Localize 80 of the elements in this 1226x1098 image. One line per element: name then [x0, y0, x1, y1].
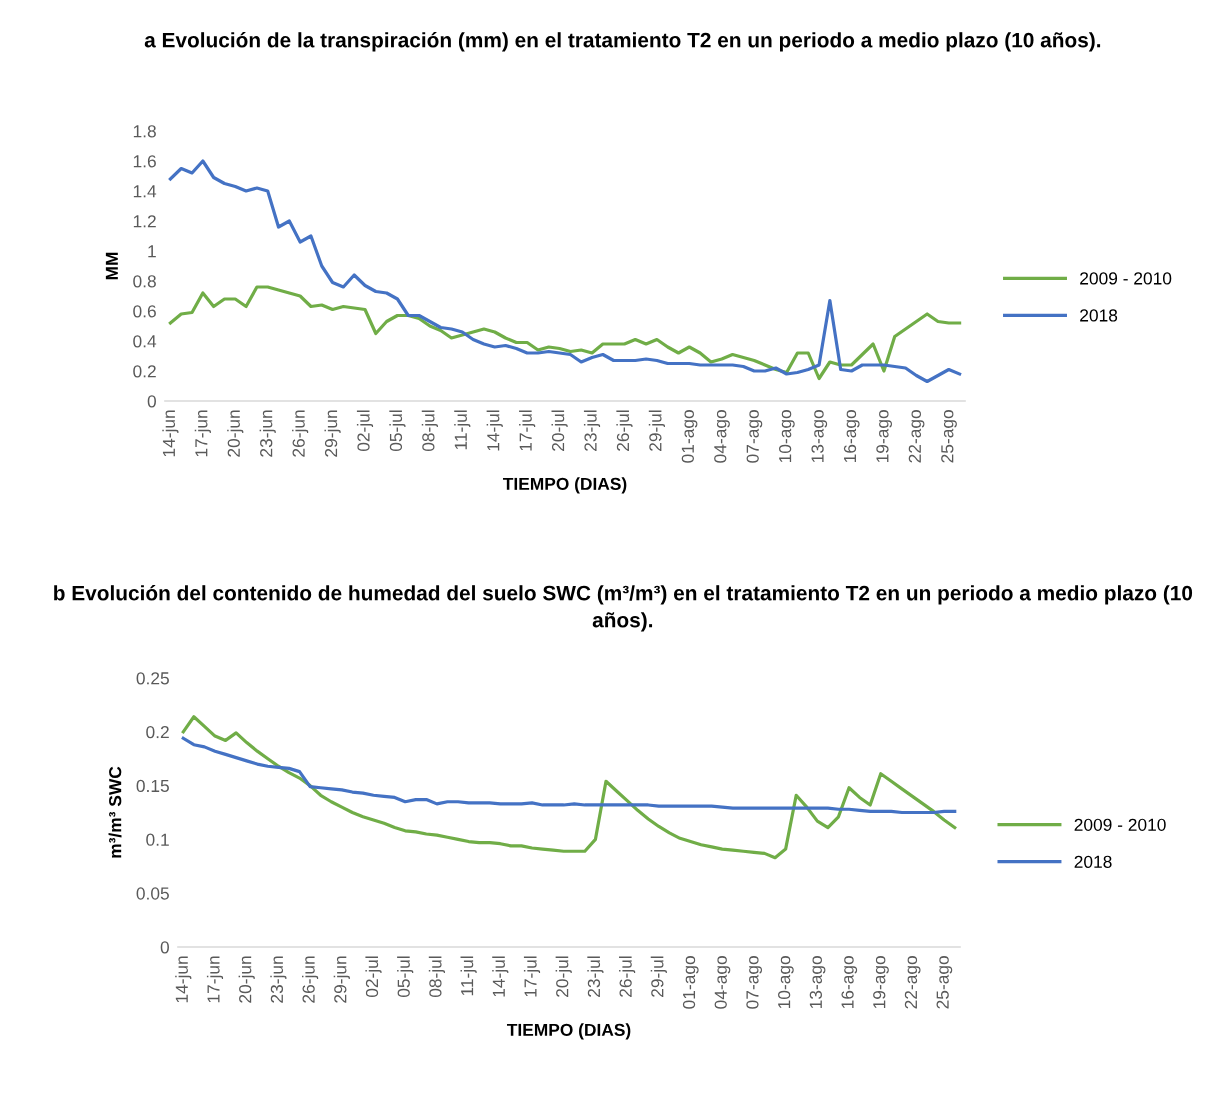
x-tick-label: 11-jul [460, 956, 477, 996]
legend-label: 2009 - 2010 [1080, 272, 1172, 285]
x-tick-label: 26-jun [292, 410, 309, 457]
y-tick-label: 0.8 [133, 275, 156, 288]
x-tick-label: 20-jul [555, 956, 572, 997]
y-tick-label: 0.2 [133, 365, 156, 378]
x-tick-label: 14-jul [486, 410, 503, 451]
x-tick-label: 19-ago [876, 410, 893, 463]
x-tick-label: 17-jun [206, 956, 224, 1003]
y-tick-label: 0.6 [133, 305, 156, 318]
y-tick-label: 1 [148, 245, 156, 258]
x-tick-label: 20-jul [551, 410, 568, 451]
x-axis-title: TIEMPO (DIAS) [506, 1023, 631, 1040]
line-series [181, 715, 957, 860]
legend-label: 2018 [1080, 309, 1118, 322]
y-tick-label: 0.4 [133, 335, 157, 348]
x-tick-label: 14-jun [162, 410, 179, 457]
y-tick-label: 1.4 [133, 185, 157, 198]
y-tick-label: 0.25 [136, 672, 169, 685]
x-tick-label: 10-ago [778, 410, 795, 463]
y-axis-title: MM [105, 252, 118, 280]
x-tick-label: 22-ago [904, 956, 921, 1009]
x-tick-label: 29-jul [648, 410, 665, 451]
x-tick-label: 07-ago [746, 956, 763, 1009]
x-tick-label: 05-jul [397, 956, 414, 998]
x-tick-label: 29-jun [324, 410, 341, 457]
y-tick-label: 1.2 [133, 215, 156, 228]
y-tick-label: 1.6 [133, 155, 156, 168]
x-tick-label: 23-jul [587, 956, 604, 997]
x-tick-label: 14-jun [175, 956, 192, 1003]
x-tick-label: 17-jul [519, 410, 536, 451]
x-tick-label: 20-jun [227, 410, 244, 457]
x-axis-title: TIEMPO (DIAS) [502, 477, 627, 494]
x-tick-label: 04-ago [714, 956, 731, 1009]
x-tick-label: 26-jul [616, 410, 633, 451]
x-tick-label: 22-ago [908, 410, 925, 463]
x-tick-label: 13-ago [811, 410, 828, 463]
x-tick-label: 17-jun [194, 410, 211, 457]
x-tick-label: 02-jul [365, 956, 382, 998]
legend-label: 2018 [1074, 855, 1112, 868]
y-tick-label: 0 [147, 395, 156, 408]
line-series [168, 159, 962, 384]
line-series [181, 736, 957, 815]
x-tick-label: 04-ago [714, 410, 730, 463]
x-tick-label: 07-ago [746, 410, 763, 463]
x-tick-label: 23-jul [583, 410, 601, 451]
x-tick-label: 25-ago [941, 410, 957, 463]
line-series [168, 285, 962, 381]
x-tick-label: 25-ago [936, 956, 953, 1009]
y-tick-label: 1.8 [133, 125, 156, 138]
x-tick-label: 13-ago [809, 956, 826, 1009]
x-tick-label: 16-ago [843, 410, 860, 463]
y-tick-label: 0.05 [136, 887, 169, 900]
x-tick-label: 20-jun [238, 956, 255, 1003]
x-tick-label: 02-jul [356, 410, 374, 452]
x-tick-label: 29-jun [333, 956, 350, 1003]
chart-title: b Evolución del contenido de humedad del suelo SWC (m³/m³) en el tratamiento T2 en un periodo a medio plazo (10 años). [54, 585, 1193, 632]
chart-title: a Evolución de la transpiración (mm) en el tratamiento T2 en un periodo a medio plazo (10 años). [144, 32, 1101, 52]
x-tick-label: 11-jul [454, 410, 471, 450]
y-tick-label: 0.1 [146, 833, 169, 846]
x-tick-label: 05-jul [389, 410, 406, 452]
x-tick-label: 26-jun [302, 956, 319, 1003]
x-tick-label: 14-jul [492, 956, 509, 997]
y-tick-label: 0 [160, 941, 169, 954]
legend-label: 2009 - 2010 [1074, 818, 1166, 831]
x-tick-label: 10-ago [778, 956, 794, 1009]
x-tick-label: 16-ago [841, 956, 858, 1009]
y-tick-label: 0.15 [136, 779, 169, 793]
x-tick-label: 08-jul [421, 410, 438, 452]
x-tick-label: 26-jul [619, 956, 636, 997]
y-axis-title: m³/m³ SWC [108, 766, 122, 858]
x-tick-label: 08-jul [428, 956, 445, 998]
x-tick-label: 17-jul [523, 956, 541, 997]
x-tick-label: 01-ago [681, 410, 698, 463]
y-tick-label: 0.2 [146, 725, 169, 739]
x-tick-label: 23-jun [259, 410, 276, 457]
x-tick-label: 19-ago [873, 956, 889, 1009]
x-tick-label: 29-jul [650, 956, 667, 997]
x-tick-label: 01-ago [682, 956, 699, 1009]
x-tick-label: 23-jun [270, 956, 287, 1003]
